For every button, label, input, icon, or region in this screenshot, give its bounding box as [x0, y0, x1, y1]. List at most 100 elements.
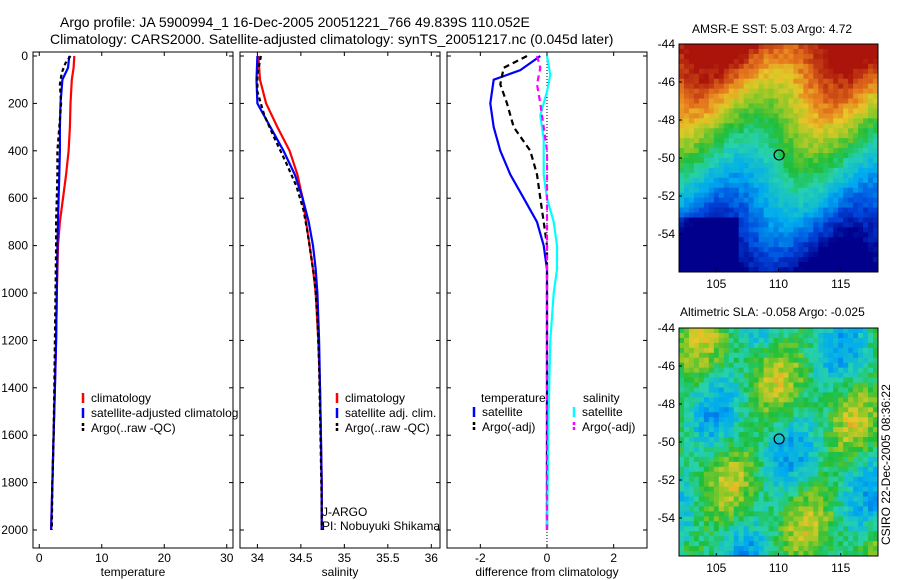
sst_map-cell: [758, 257, 765, 263]
sst_map-cell: [778, 113, 784, 119]
sst_map-cell: [843, 73, 849, 80]
sst_map-cell: [718, 192, 725, 199]
sst_map-cell: [753, 83, 760, 90]
sst_map-cell: [853, 138, 859, 144]
sla_map-cell: [788, 387, 794, 393]
sst_map-cell: [738, 202, 745, 209]
sla_map-cell: [713, 422, 720, 428]
sla_map-cell: [679, 367, 685, 374]
sla_map-cell: [713, 461, 720, 468]
sst_map-cell: [803, 192, 809, 199]
sst_map-cell: [733, 78, 740, 85]
sla_map-cell: [743, 417, 750, 423]
sst_map-cell: [793, 118, 799, 124]
sst_map-cell: [798, 217, 804, 223]
sst_map-cell: [723, 242, 730, 248]
sst_map-cell: [768, 187, 775, 194]
sst_map-cell: [679, 202, 685, 209]
sst_map-cell: [853, 73, 859, 80]
sla_map-cell: [688, 377, 695, 384]
sla_map-cell: [718, 352, 725, 359]
sst_map-cell: [693, 103, 700, 109]
sst_map-cell: [798, 143, 804, 149]
sst_map-cell: [703, 192, 710, 199]
sla_map-cell: [873, 446, 879, 453]
sst_map-cell: [778, 252, 784, 258]
sla_map-cell: [763, 526, 770, 532]
sst_map-cell: [848, 197, 854, 204]
sla_map-cell: [698, 456, 705, 463]
sst_map-cell: [858, 158, 864, 164]
sst_map-cell: [868, 212, 874, 218]
sst_map-cell: [823, 78, 829, 85]
sla_map-cell: [753, 367, 760, 374]
sla_map-cell: [728, 397, 735, 403]
sla_map-cell: [828, 536, 834, 542]
sst_map-cell: [713, 207, 720, 214]
sst_map-cell: [693, 88, 700, 95]
sst_map-cell: [728, 257, 735, 263]
sst_map-cell: [718, 148, 725, 154]
sst_map-cell: [773, 252, 779, 258]
sla_map-cell: [848, 372, 854, 379]
sst_map-cell: [848, 143, 854, 149]
sst_map-cell: [778, 73, 784, 80]
sst_map-cell: [823, 103, 829, 109]
sla_map-cell: [818, 536, 824, 542]
sla_map-cell: [703, 526, 710, 532]
sla_map-cell: [683, 397, 690, 403]
sst_map-cell: [693, 143, 700, 149]
sla_map-cell: [688, 536, 695, 542]
sla_map-cell: [679, 397, 685, 403]
sla_map-cell: [778, 516, 784, 522]
sla_map-cell: [848, 412, 854, 418]
sst_map-cell: [683, 148, 690, 154]
sst_map-cell: [793, 172, 799, 179]
sst_map-cell: [863, 48, 869, 55]
sla_map-cell: [748, 377, 755, 384]
sst_map-cell: [808, 242, 814, 248]
sla_map-cell: [718, 387, 725, 393]
sst_map-cell: [743, 63, 750, 70]
sst_map-cell: [843, 252, 849, 258]
sla_map-cell: [793, 417, 799, 423]
sst_map-cell: [723, 48, 730, 55]
sla_map-cell: [853, 491, 859, 498]
sla_map-cell: [833, 412, 839, 418]
sla_map-cell: [718, 392, 725, 398]
sst_map-cell: [783, 207, 789, 214]
sla_map-cell: [763, 476, 770, 483]
sla_map-cell: [783, 367, 789, 374]
sst_map-cell: [868, 262, 874, 268]
sla_map-cell: [748, 417, 755, 423]
sla_map-cell: [778, 521, 784, 527]
sla_map-cell: [693, 397, 700, 403]
sst_map-cell: [818, 212, 824, 218]
sla_map-cell: [718, 347, 725, 354]
sla_map-cell: [753, 362, 760, 369]
sla_map-cell: [728, 347, 735, 354]
sst_map-cell: [698, 192, 705, 199]
sst_map-cell: [723, 267, 730, 273]
sst_map-cell: [818, 207, 824, 214]
sla_map-cell: [823, 342, 829, 349]
sla_map-cell: [693, 422, 700, 428]
sst_map-cell: [818, 232, 824, 238]
sla_map-cell: [768, 392, 775, 398]
sla_map-cell: [753, 332, 760, 339]
sla_map-cell: [868, 328, 874, 334]
sla_map-cell: [873, 451, 879, 458]
sst_map-cell: [853, 252, 859, 258]
sst_map-cell: [808, 257, 814, 263]
sla_map-cell: [788, 442, 794, 448]
sst_map-cell: [738, 247, 745, 253]
sla_map-cell: [833, 486, 839, 493]
sst_map-cell: [873, 252, 879, 258]
sst_map-cell: [783, 113, 789, 119]
sst_map-cell: [848, 53, 854, 60]
sla_map-cell: [773, 526, 779, 532]
sst_map-cell: [718, 172, 725, 179]
sla_map-cell: [753, 486, 760, 493]
sst_map-cell: [718, 83, 725, 90]
salinity-series-argo-raw-qc-: [256, 55, 323, 530]
